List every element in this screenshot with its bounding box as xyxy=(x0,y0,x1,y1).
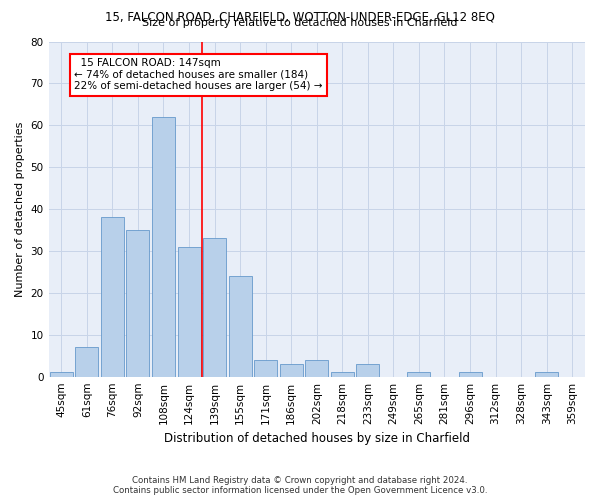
Bar xyxy=(458,372,482,376)
Bar xyxy=(127,230,149,376)
Bar xyxy=(229,276,251,376)
Bar xyxy=(356,364,379,376)
Bar xyxy=(305,360,328,376)
Bar xyxy=(280,364,303,376)
Text: Size of property relative to detached houses in Charfield: Size of property relative to detached ho… xyxy=(142,18,458,28)
Bar xyxy=(203,238,226,376)
Bar xyxy=(254,360,277,376)
Bar xyxy=(76,348,98,376)
Text: 15 FALCON ROAD: 147sqm
← 74% of detached houses are smaller (184)
22% of semi-de: 15 FALCON ROAD: 147sqm ← 74% of detached… xyxy=(74,58,323,92)
Text: 15, FALCON ROAD, CHARFIELD, WOTTON-UNDER-EDGE, GL12 8EQ: 15, FALCON ROAD, CHARFIELD, WOTTON-UNDER… xyxy=(105,10,495,23)
Text: Contains HM Land Registry data © Crown copyright and database right 2024.
Contai: Contains HM Land Registry data © Crown c… xyxy=(113,476,487,495)
Bar xyxy=(152,117,175,376)
X-axis label: Distribution of detached houses by size in Charfield: Distribution of detached houses by size … xyxy=(164,432,470,445)
Bar xyxy=(101,218,124,376)
Bar xyxy=(178,247,200,376)
Bar xyxy=(50,372,73,376)
Bar xyxy=(407,372,430,376)
Bar xyxy=(535,372,558,376)
Bar xyxy=(331,372,354,376)
Y-axis label: Number of detached properties: Number of detached properties xyxy=(15,122,25,297)
